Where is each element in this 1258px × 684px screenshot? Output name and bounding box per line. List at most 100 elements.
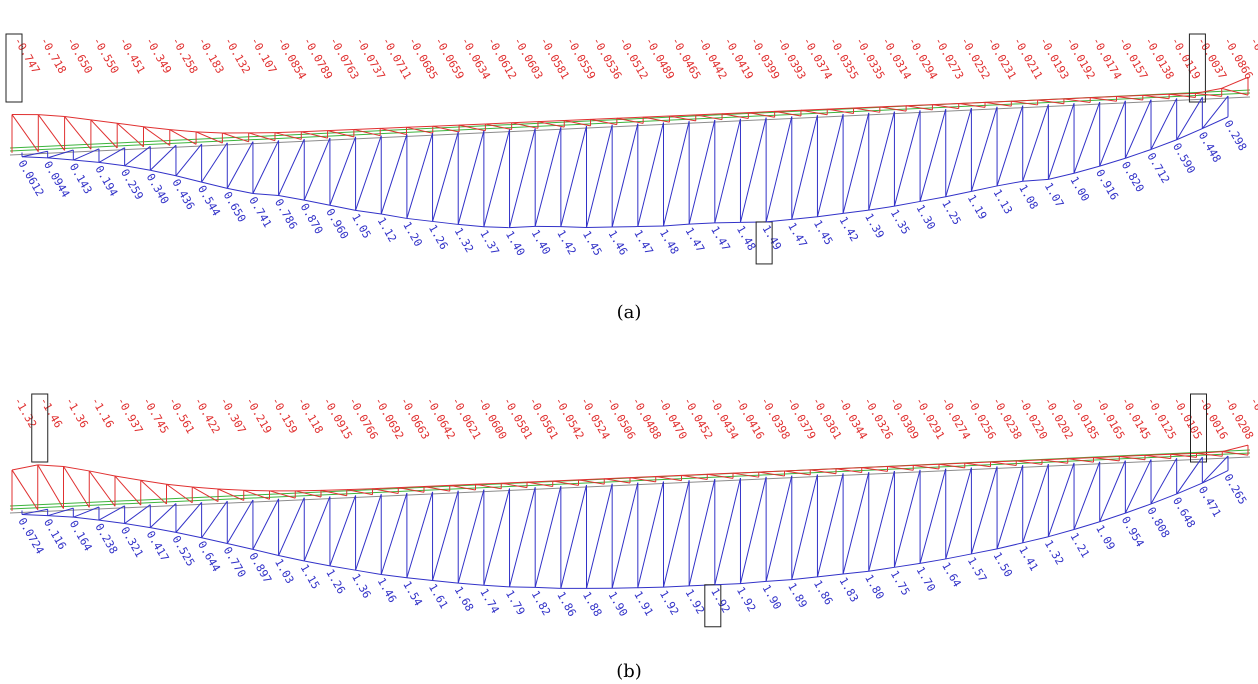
negative-hatch-line bbox=[353, 129, 381, 137]
positive-outline-segment bbox=[1150, 139, 1177, 150]
positive-outline-segment bbox=[766, 579, 792, 582]
positive-value-label: 1.48 bbox=[657, 227, 682, 256]
positive-hatch-line bbox=[663, 480, 690, 588]
positive-outline-segment bbox=[150, 169, 177, 177]
negative-outline-segment bbox=[243, 489, 270, 492]
positive-value-label: 1.25 bbox=[939, 198, 964, 227]
positive-hatch-line bbox=[893, 469, 921, 568]
negative-hatch-line bbox=[643, 116, 670, 123]
negative-hatch-line bbox=[552, 480, 579, 486]
positive-outline-segment bbox=[971, 548, 998, 555]
negative-hatch-line bbox=[380, 127, 407, 135]
negative-hatch-line bbox=[564, 120, 591, 127]
positive-hatch-line bbox=[663, 121, 690, 227]
negative-outline-segment bbox=[1037, 98, 1064, 101]
positive-outline-segment bbox=[355, 209, 382, 215]
positive-outline-segment bbox=[689, 222, 715, 225]
positive-hatch-line bbox=[124, 504, 151, 524]
positive-hatch-line bbox=[1073, 461, 1101, 530]
negative-outline-segment bbox=[1142, 93, 1170, 96]
negative-hatch-line bbox=[774, 110, 802, 117]
positive-outline-segment bbox=[868, 566, 895, 572]
positive-value-label: 0.712 bbox=[1144, 150, 1172, 185]
negative-hatch-line bbox=[1116, 96, 1143, 101]
negative-hatch-line bbox=[217, 488, 244, 501]
positive-value-label: 1.45 bbox=[580, 229, 605, 258]
positive-value-label: 0.238 bbox=[92, 521, 120, 556]
positive-outline-segment bbox=[47, 157, 74, 161]
positive-value-label: 0.954 bbox=[1119, 514, 1147, 550]
negative-outline-segment bbox=[1144, 453, 1171, 456]
positive-hatch-line bbox=[329, 136, 357, 206]
positive-hatch-line bbox=[509, 487, 536, 588]
panel-b-diagram: -1.32-1.46-1.36-1.16-0.937-0.745-0.561-0… bbox=[9, 393, 1258, 628]
positive-value-label: 1.80 bbox=[862, 572, 887, 601]
positive-hatch-line bbox=[1150, 458, 1178, 505]
positive-value-label: 1.47 bbox=[785, 220, 810, 249]
positive-value-label: 1.61 bbox=[426, 581, 451, 610]
positive-value-label: 1.30 bbox=[913, 202, 938, 231]
positive-hatch-line bbox=[201, 142, 228, 183]
negative-hatch-line bbox=[1169, 93, 1196, 99]
positive-hatch-line bbox=[329, 495, 357, 567]
negative-outline-segment bbox=[1090, 96, 1117, 99]
positive-value-label: 0.265 bbox=[1221, 472, 1249, 507]
negative-outline-segment bbox=[372, 487, 399, 490]
positive-outline-segment bbox=[21, 513, 48, 517]
negative-outline-segment bbox=[1170, 452, 1197, 455]
positive-outline-segment bbox=[1125, 503, 1152, 514]
positive-outline-segment bbox=[714, 221, 741, 224]
positive-value-label: 0.897 bbox=[246, 550, 274, 585]
positive-outline-segment bbox=[1073, 165, 1100, 174]
positive-value-label: 0.259 bbox=[118, 167, 146, 202]
negative-hatch-line bbox=[958, 102, 986, 108]
negative-hatch-line bbox=[406, 126, 433, 134]
positive-outline-segment bbox=[73, 516, 100, 521]
positive-value-label: 1.92 bbox=[683, 587, 708, 616]
positive-outline-segment bbox=[278, 194, 305, 201]
negative-outline-segment bbox=[1116, 94, 1143, 98]
positive-value-label: 1.46 bbox=[375, 576, 400, 605]
positive-value-label: 1.79 bbox=[503, 588, 528, 617]
positive-hatch-line bbox=[47, 149, 74, 159]
positive-hatch-line bbox=[201, 500, 228, 539]
positive-value-label: 0.786 bbox=[272, 196, 300, 231]
negative-hatch-line bbox=[372, 488, 399, 494]
negative-hatch-line bbox=[1063, 98, 1091, 103]
positive-hatch-line bbox=[252, 498, 280, 550]
negative-hatch-line bbox=[906, 105, 933, 111]
negative-outline-segment bbox=[1195, 87, 1222, 94]
negative-hatch-line bbox=[784, 470, 811, 476]
negative-outline-segment bbox=[810, 468, 837, 471]
negative-hatch-line bbox=[143, 126, 171, 146]
positive-outline-segment bbox=[175, 175, 202, 183]
negative-hatch-line bbox=[1041, 459, 1068, 464]
negative-outline-segment bbox=[1093, 455, 1120, 459]
negative-hatch-line bbox=[616, 117, 644, 124]
negative-hatch-line bbox=[721, 113, 749, 119]
negative-hatch-line bbox=[827, 108, 854, 115]
negative-hatch-line bbox=[932, 104, 959, 110]
negative-outline-segment bbox=[643, 115, 670, 118]
positive-outline-segment bbox=[996, 180, 1023, 187]
positive-hatch-line bbox=[970, 466, 998, 555]
positive-hatch-line bbox=[688, 479, 716, 587]
negative-hatch-line bbox=[984, 101, 1012, 107]
panel-a-diagram: -0.747-0.718-0.650-0.550-0.451-0.349-0.2… bbox=[5, 33, 1258, 265]
positive-value-label: 0.0944 bbox=[41, 159, 72, 200]
positive-hatch-line bbox=[124, 146, 151, 167]
negative-hatch-line bbox=[327, 130, 354, 138]
positive-hatch-line bbox=[406, 491, 434, 578]
positive-hatch-line bbox=[149, 503, 177, 528]
positive-outline-segment bbox=[124, 165, 151, 171]
positive-hatch-line bbox=[816, 113, 844, 217]
negative-hatch-line bbox=[11, 114, 39, 152]
positive-outline-segment bbox=[227, 543, 254, 550]
negative-outline-segment bbox=[827, 107, 854, 110]
positive-outline-segment bbox=[1176, 128, 1203, 141]
positive-value-label: 0.298 bbox=[1221, 118, 1249, 153]
negative-outline-segment bbox=[748, 110, 775, 114]
beam-axis-line bbox=[9, 96, 1251, 156]
negative-outline-segment bbox=[63, 466, 90, 472]
positive-value-label: 0.808 bbox=[1144, 505, 1172, 540]
